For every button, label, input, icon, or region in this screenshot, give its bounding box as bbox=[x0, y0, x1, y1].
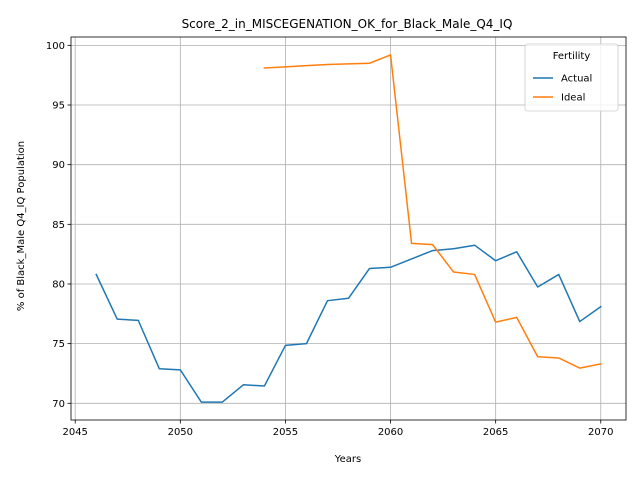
y-axis-ticks: 70 75 80 85 90 95 100 bbox=[46, 41, 71, 410]
y-axis-label: % of Black_Male Q4_IQ Population bbox=[16, 141, 27, 311]
chart-title: Score_2_in_MISCEGENATION_OK_for_Black_Ma… bbox=[182, 17, 513, 31]
legend-label-ideal: Ideal bbox=[561, 93, 585, 104]
x-tick-label: 2065 bbox=[483, 427, 508, 438]
legend: Fertility Actual Ideal bbox=[524, 43, 619, 112]
series-layer bbox=[95, 54, 602, 403]
x-tick-label: 2045 bbox=[62, 427, 87, 438]
series-line-ideal bbox=[263, 54, 602, 369]
x-tick-label: 2055 bbox=[273, 427, 298, 438]
x-axis-ticks: 2045 2050 2055 2060 2065 2070 bbox=[62, 420, 613, 438]
y-tick-label: 85 bbox=[52, 220, 65, 231]
x-tick-label: 2060 bbox=[378, 427, 403, 438]
y-tick-label: 100 bbox=[46, 41, 65, 52]
y-tick-label: 70 bbox=[52, 399, 65, 410]
y-tick-label: 95 bbox=[52, 101, 65, 112]
grid bbox=[71, 37, 626, 420]
legend-label-actual: Actual bbox=[561, 74, 592, 85]
y-tick-label: 90 bbox=[52, 160, 65, 171]
y-tick-label: 75 bbox=[52, 339, 65, 350]
legend-box bbox=[524, 43, 619, 112]
y-tick-label: 80 bbox=[52, 279, 65, 290]
x-tick-label: 2050 bbox=[168, 427, 193, 438]
series-line-actual bbox=[95, 244, 602, 403]
x-tick-label: 2070 bbox=[588, 427, 613, 438]
legend-title: Fertility bbox=[553, 51, 591, 62]
plot-frame bbox=[70, 36, 627, 421]
x-axis-label: Years bbox=[334, 454, 361, 465]
